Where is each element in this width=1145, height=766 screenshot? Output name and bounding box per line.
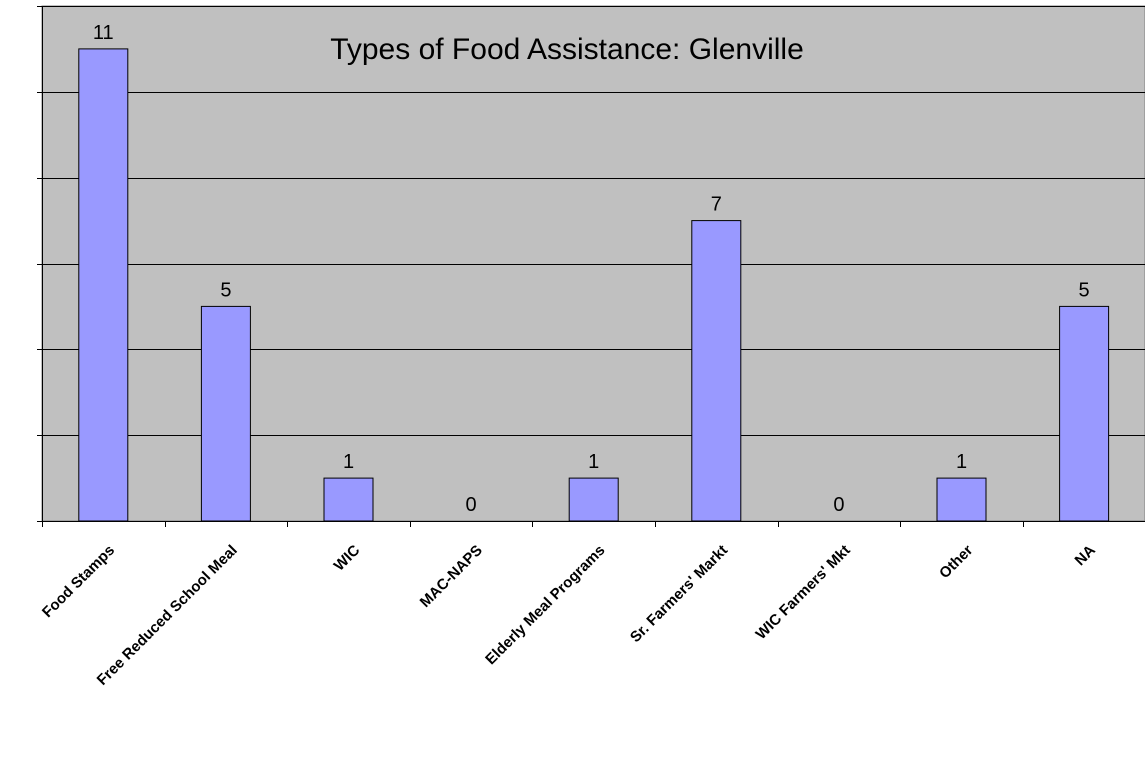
bar [691,220,742,522]
data-label: 11 [93,22,114,44]
bar [936,477,987,522]
data-label: 1 [588,451,599,473]
bar [568,477,619,522]
bars [78,48,1110,522]
data-label: 7 [711,194,722,216]
bar [78,48,129,522]
x-tick-label: Other [936,542,976,582]
data-label: 0 [833,494,844,516]
x-tick-label: MAC-NAPS [417,542,486,611]
chart-title: Types of Food Assistance: Glenville [330,33,804,66]
data-label: 5 [220,279,231,301]
bar [323,477,374,522]
data-labels: 11 5 1 0 1 7 0 1 5 [93,22,1090,516]
x-tick-label: WIC [331,542,364,575]
data-label: 1 [343,451,354,473]
data-label: 1 [956,451,967,473]
x-tick-label: Food Stamps [39,542,118,621]
bar [1059,305,1110,522]
x-tick-label: Free Reduced School Meal [94,542,241,689]
data-label: 5 [1079,279,1090,301]
x-tick-label: Elderly Meal Programs [482,542,608,668]
bar [200,305,251,522]
data-label: 0 [466,494,477,516]
x-tick-label: WIC Farmers' Mkt [753,542,854,643]
x-tick-label: Sr. Farmers' Markt [627,542,731,646]
x-tick-label: NA [1072,542,1099,569]
